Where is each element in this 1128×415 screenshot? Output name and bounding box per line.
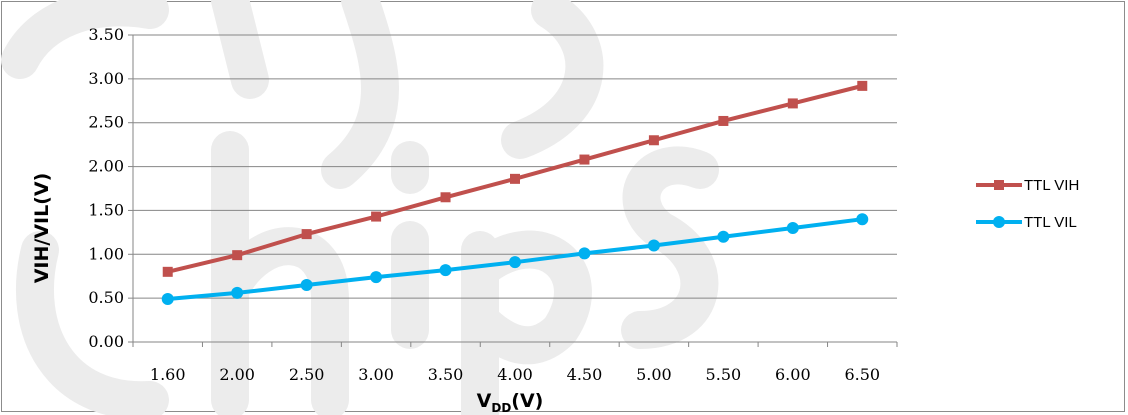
data-point <box>232 250 243 261</box>
y-tick-label: 0.00 <box>88 332 124 351</box>
y-tick-label: 1.00 <box>88 244 124 263</box>
data-point <box>786 221 799 234</box>
legend-label-vih: TTL VIH <box>1024 177 1079 194</box>
legend-item-vih: TTL VIH <box>976 177 1079 194</box>
series-vil <box>161 213 869 306</box>
x-tick-label: 3.50 <box>428 365 464 384</box>
series-vih <box>162 80 868 277</box>
data-point <box>231 286 244 299</box>
x-tick-label: 2.00 <box>219 365 255 384</box>
y-tick-label: 2.00 <box>88 157 124 176</box>
y-tick-label: 1.50 <box>88 200 124 219</box>
data-point <box>440 192 451 203</box>
y-tick-label: 3.00 <box>88 69 124 88</box>
data-point <box>300 278 313 291</box>
x-tick-label: 6.00 <box>775 365 811 384</box>
y-tick-label: 0.50 <box>88 288 124 307</box>
data-point <box>439 264 452 277</box>
data-point <box>161 293 174 306</box>
x-tick-label: 2.50 <box>289 365 325 384</box>
x-tick-labels: 1.60 2.00 2.50 3.00 3.50 4.00 4.50 5.00 5.50 6.00… <box>150 365 880 384</box>
legend: TTL VIH TTL VIL <box>976 177 1079 231</box>
y-tick-labels: 0.00 0.50 1.00 1.50 2.00 2.50 3.00 3.50 <box>88 25 124 351</box>
data-point <box>856 213 869 226</box>
y-axis-title: VIH/VIL(V) <box>31 173 53 284</box>
x-tick-label: 5.50 <box>706 365 742 384</box>
x-tick-label: 4.00 <box>497 365 533 384</box>
data-point <box>718 115 729 126</box>
x-tick-label: 6.50 <box>844 365 880 384</box>
data-point <box>162 266 173 277</box>
x-tick-label: 1.60 <box>150 365 186 384</box>
legend-item-vil: TTL VIL <box>976 214 1077 231</box>
x-axis-title-main: V <box>477 390 492 412</box>
data-point <box>579 154 590 165</box>
data-point <box>370 271 383 284</box>
data-point <box>509 256 521 269</box>
data-point <box>510 173 520 184</box>
legend-marker-vih <box>994 180 1004 190</box>
x-tick-label: 3.00 <box>358 365 394 384</box>
watermark <box>1 0 719 415</box>
series-lines <box>161 80 869 306</box>
data-point <box>787 98 798 109</box>
x-tick-label: 4.50 <box>567 365 603 384</box>
legend-marker-vil <box>993 216 1005 228</box>
x-tick-label: 5.00 <box>636 365 672 384</box>
x-axis-title-unit: (V) <box>511 390 543 412</box>
data-point <box>648 135 659 146</box>
data-point <box>647 239 660 252</box>
y-tick-label: 3.50 <box>88 25 124 44</box>
x-axis-title-subscript: DD <box>491 401 511 415</box>
data-point <box>717 230 730 243</box>
data-point <box>301 229 312 240</box>
data-point <box>371 211 382 222</box>
y-tick-label: 2.50 <box>88 113 124 132</box>
legend-label-vil: TTL VIL <box>1024 214 1077 231</box>
axes <box>132 35 898 347</box>
x-axis-title: VDD(V) <box>477 390 544 415</box>
data-point <box>578 247 591 260</box>
gridlines <box>128 34 897 343</box>
data-point <box>857 80 868 91</box>
